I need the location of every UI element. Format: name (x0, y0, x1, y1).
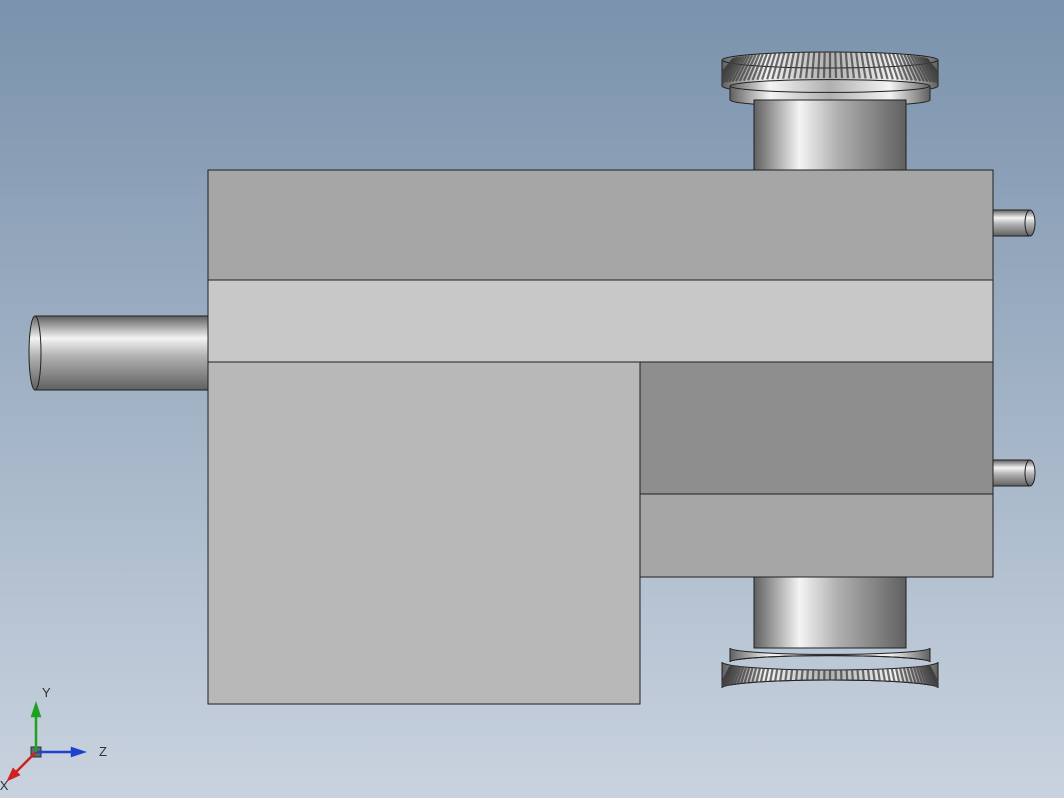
triad-label-z: Z (99, 744, 107, 759)
block-middle-far-strip (640, 362, 993, 494)
bottom-flange-neck (754, 577, 906, 648)
block-upper-strip (208, 170, 993, 280)
triad-label-x: X (0, 778, 9, 793)
top-flange-neck (754, 100, 906, 170)
pin-bottom-right (990, 460, 1035, 486)
shaft-left (29, 316, 215, 390)
pin-top-right (990, 210, 1035, 236)
block-front-lower (208, 362, 640, 704)
cad-viewport[interactable]: X Z Y (0, 0, 1064, 798)
triad-label-y: Y (42, 685, 51, 700)
